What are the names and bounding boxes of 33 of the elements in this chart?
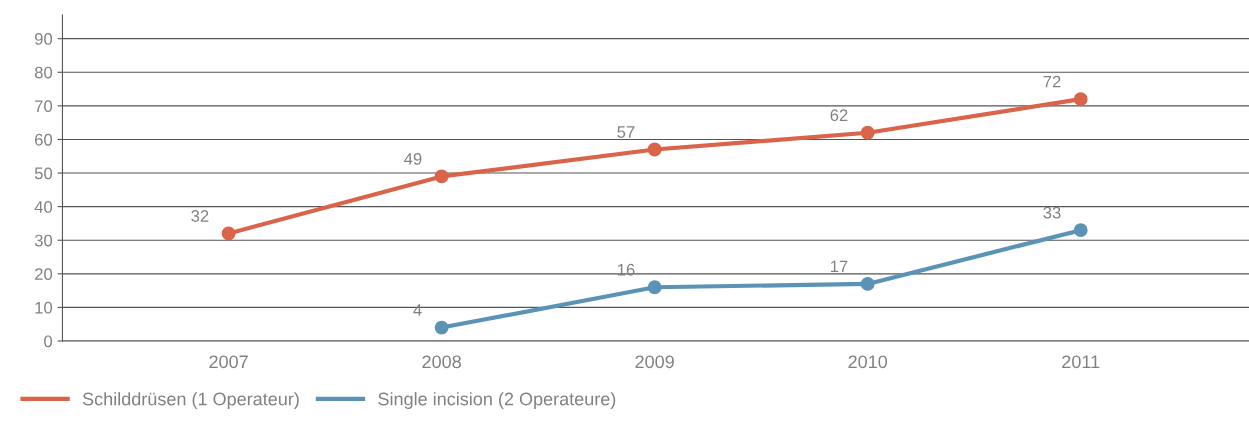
y-tick-label: 70	[35, 100, 53, 113]
point	[860, 125, 875, 140]
data-label: 33	[1043, 206, 1061, 219]
point	[647, 280, 662, 295]
x-tick-label: 2008	[422, 355, 461, 369]
point	[860, 276, 875, 291]
y-tick-label: 30	[34, 234, 53, 247]
y-tick-label: 50	[34, 167, 53, 180]
y-tick-label: 60	[35, 133, 53, 146]
point	[434, 320, 449, 335]
x-tick-label: 2009	[635, 355, 674, 369]
point	[1073, 92, 1088, 107]
data-label: 32	[191, 210, 209, 222]
point	[434, 169, 449, 184]
x-tick-label: 2011	[1062, 355, 1100, 369]
data-label: 57	[617, 126, 635, 138]
point	[1073, 223, 1088, 238]
legend-label: Single incision (2 Operateure)	[378, 392, 616, 409]
y-tick-label: 90	[34, 33, 53, 45]
data-label: 49	[404, 152, 422, 165]
data-label: 17	[830, 260, 848, 273]
point	[647, 142, 662, 157]
legend-label: Schilddrüsen (1 Operateur)	[82, 392, 299, 409]
x-tick-label: 2007	[209, 355, 248, 369]
y-tick-label: 0	[44, 335, 53, 348]
point	[221, 226, 236, 241]
y-tick-label: 10	[35, 301, 53, 314]
y-tick-label: 40	[34, 201, 53, 213]
y-tick-label: 20	[35, 268, 53, 281]
y-tick-label: 80	[34, 66, 53, 79]
x-tick-label: 2010	[848, 355, 888, 369]
data-label: 72	[1043, 75, 1061, 88]
data-label: 62	[830, 109, 848, 122]
